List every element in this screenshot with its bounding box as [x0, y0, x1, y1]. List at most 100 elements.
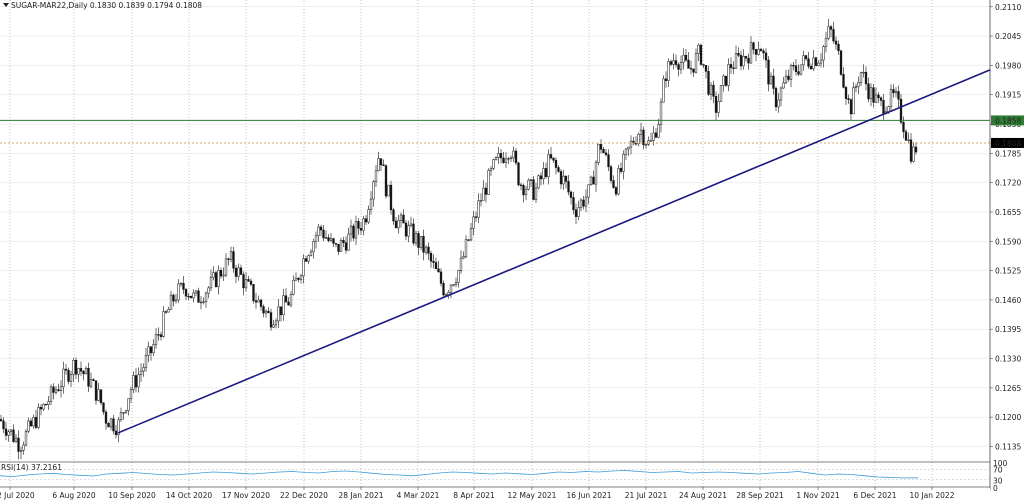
candle-body-up: [264, 310, 268, 314]
candle-body-down: [259, 299, 263, 307]
candle-body-up: [452, 284, 455, 286]
candle-body-down: [567, 181, 570, 193]
candle: [494, 156, 498, 161]
candle: [477, 193, 480, 224]
candle-body-up: [907, 139, 910, 141]
candle-body-up: [84, 367, 88, 375]
candle-body-up: [289, 293, 293, 306]
candle-body-up: [597, 144, 600, 163]
candle: [57, 383, 60, 392]
candle-body-up: [734, 53, 738, 69]
candle: [817, 60, 820, 67]
candle: [329, 232, 333, 243]
candle: [582, 196, 585, 210]
candle-body-down: [57, 389, 60, 391]
candle: [384, 164, 388, 199]
candle-body-up: [789, 64, 793, 80]
candle-body-up: [14, 437, 18, 442]
candle: [17, 430, 20, 460]
candle-body-up: [132, 375, 135, 390]
price-tick-label: 0.1135: [995, 442, 1021, 451]
candle-body-up: [274, 320, 278, 326]
time-tick-label: 16 Jun 2021: [566, 491, 611, 500]
candle-body-up: [492, 159, 495, 169]
candle-body-up: [419, 236, 423, 248]
candle-body-up: [459, 257, 463, 271]
time-tick-label: 28 Sep 2021: [736, 491, 784, 500]
candle: [832, 21, 835, 44]
price-tick-label: 0.2110: [995, 3, 1021, 12]
price-tick-label: 0.1915: [995, 91, 1021, 100]
candle-body-up: [874, 94, 878, 103]
candle-body-down: [654, 132, 658, 138]
candle-body-down: [572, 197, 575, 211]
candle: [822, 44, 825, 68]
time-tick-label: 2 Jul 2020: [0, 491, 35, 500]
candle: [479, 193, 483, 207]
candle: [302, 254, 305, 284]
trendline[interactable]: [117, 69, 991, 434]
candle: [377, 151, 380, 172]
horizontal-levels: [0, 119, 990, 144]
candle: [39, 403, 43, 416]
candle: [712, 80, 715, 104]
candle-body-down: [357, 221, 360, 229]
candle-body-up: [277, 306, 280, 322]
candle: [32, 414, 35, 429]
candle-body-up: [139, 370, 143, 376]
candle: [227, 257, 230, 266]
candle-body-up: [512, 150, 515, 159]
candle: [294, 272, 298, 281]
candle: [644, 143, 648, 149]
candle-body-down: [182, 283, 185, 290]
candle-body-down: [157, 334, 160, 336]
candle: [722, 74, 725, 92]
candle: [534, 182, 538, 204]
dropdown-triangle-icon[interactable]: [3, 3, 9, 7]
price-tick-label: 0.1980: [995, 61, 1021, 70]
candle: [764, 48, 768, 68]
candle-body-down: [522, 185, 525, 196]
candle-body-up: [317, 226, 320, 237]
candle-body-down: [149, 346, 153, 354]
time-tick-label: 22 Dec 2020: [280, 491, 328, 500]
candle-body-down: [574, 209, 578, 217]
candle: [379, 158, 383, 171]
candle-body-down: [252, 284, 255, 302]
candle-body-down: [837, 43, 840, 52]
candle-body-up: [62, 368, 65, 387]
candle: [182, 276, 185, 295]
candle: [604, 148, 608, 157]
candle-body-down: [379, 158, 383, 166]
rsi-line: [0, 470, 919, 479]
candle: [777, 92, 780, 113]
candle: [202, 297, 205, 305]
candle: [654, 127, 658, 139]
candle-body-down: [337, 243, 340, 252]
candle: [894, 87, 898, 98]
candle: [407, 220, 410, 243]
candle: [492, 158, 495, 171]
candle-body-up: [802, 55, 805, 66]
candle: [759, 47, 763, 52]
candle-body-up: [624, 148, 628, 155]
candle-body-down: [674, 60, 678, 65]
price-tick-label: 0.1460: [995, 296, 1021, 305]
candle-body-up: [324, 237, 328, 239]
price-tick-label: 0.1330: [995, 355, 1021, 364]
candle-body-down: [102, 402, 105, 413]
candle: [872, 84, 875, 108]
candle: [757, 41, 760, 56]
candle-body-down: [227, 258, 230, 260]
candle-body-up: [169, 294, 173, 310]
candle: [524, 185, 528, 201]
candle: [784, 69, 788, 84]
candle: [692, 68, 695, 77]
candle: [799, 64, 803, 76]
candle: [317, 224, 320, 242]
candle: [297, 277, 300, 283]
candle: [432, 254, 435, 269]
candle: [559, 169, 563, 190]
candle-body-down: [422, 236, 425, 253]
